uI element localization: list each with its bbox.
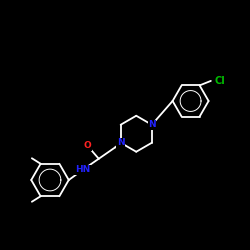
Text: N: N <box>148 120 156 129</box>
Text: N: N <box>117 138 124 147</box>
Text: Cl: Cl <box>214 76 225 86</box>
Text: HN: HN <box>75 166 90 174</box>
Text: O: O <box>84 141 91 150</box>
